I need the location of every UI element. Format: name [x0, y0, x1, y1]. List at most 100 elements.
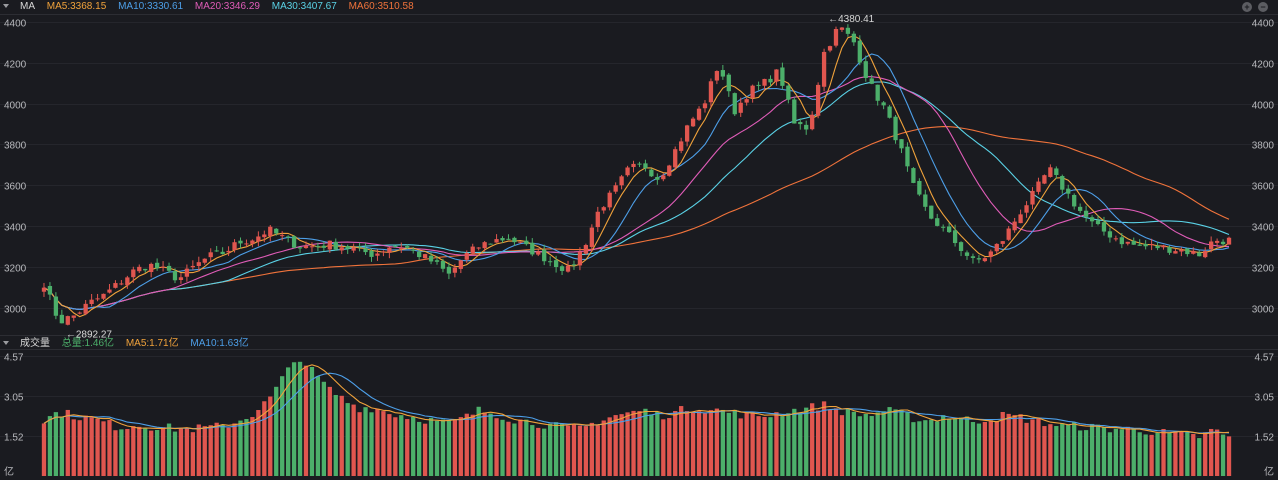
candle-body[interactable] — [518, 241, 523, 243]
candle-body[interactable] — [869, 78, 874, 84]
candle-body[interactable] — [935, 218, 940, 226]
volume-bar[interactable] — [280, 376, 285, 476]
candle-body[interactable] — [280, 235, 285, 237]
candle-body[interactable] — [107, 289, 112, 293]
candle-body[interactable] — [1072, 194, 1077, 207]
volume-bar[interactable] — [1060, 423, 1065, 476]
volume-bar[interactable] — [297, 361, 303, 476]
volume-bar[interactable] — [387, 414, 392, 476]
volume-bar[interactable] — [935, 421, 940, 476]
candle-body[interactable] — [1220, 241, 1226, 245]
volume-bar[interactable] — [369, 412, 374, 476]
volume-bar[interactable] — [810, 403, 815, 476]
volume-bar[interactable] — [1066, 424, 1071, 476]
candle-body[interactable] — [720, 70, 725, 77]
volume-bar[interactable] — [518, 419, 523, 476]
volume-bar[interactable] — [375, 408, 380, 476]
candle-body[interactable] — [845, 27, 851, 34]
candle-body[interactable] — [422, 254, 428, 259]
candle-body[interactable] — [1000, 241, 1005, 244]
candle-body[interactable] — [1161, 245, 1166, 248]
volume-bar[interactable] — [917, 421, 922, 476]
candle-body[interactable] — [405, 246, 410, 248]
volume-bar[interactable] — [160, 427, 166, 476]
candle-body[interactable] — [1125, 241, 1130, 244]
candle-body[interactable] — [673, 149, 678, 168]
candle-body[interactable] — [536, 251, 541, 255]
volume-bar[interactable] — [1042, 426, 1047, 476]
candle-body[interactable] — [238, 240, 243, 244]
volume-bar[interactable] — [565, 425, 571, 476]
candle-body[interactable] — [714, 71, 720, 81]
volume-bar[interactable] — [762, 416, 767, 476]
candle-body[interactable] — [369, 250, 374, 257]
volume-bar[interactable] — [464, 413, 469, 476]
candle-body[interactable] — [416, 251, 422, 258]
volume-bar[interactable] — [548, 423, 553, 476]
candle-body[interactable] — [1083, 210, 1089, 217]
volume-bar[interactable] — [226, 427, 231, 476]
candle-body[interactable] — [131, 269, 136, 278]
candle-body[interactable] — [303, 245, 309, 249]
volume-bar[interactable] — [262, 401, 267, 476]
candle-body[interactable] — [327, 240, 332, 250]
volume-bar[interactable] — [1089, 423, 1095, 476]
candle-body[interactable] — [154, 262, 160, 269]
volume-bar[interactable] — [452, 419, 458, 476]
candle-body[interactable] — [1060, 176, 1065, 190]
candle-body[interactable] — [458, 260, 463, 269]
volume-bar[interactable] — [1220, 434, 1226, 476]
volume-bar[interactable] — [530, 425, 535, 476]
candle-body[interactable] — [47, 285, 53, 295]
candle-body[interactable] — [208, 252, 213, 258]
candle-body[interactable] — [679, 141, 684, 151]
volume-dropdown-icon[interactable] — [3, 340, 9, 345]
candle-body[interactable] — [881, 102, 886, 106]
volume-bar[interactable] — [702, 413, 708, 476]
candle-body[interactable] — [1185, 248, 1190, 255]
candle-body[interactable] — [345, 246, 350, 249]
candle-body[interactable] — [768, 78, 773, 83]
volume-bar[interactable] — [149, 430, 154, 476]
volume-bar[interactable] — [125, 429, 130, 476]
candle-body[interactable] — [1024, 205, 1029, 213]
candle-body[interactable] — [833, 29, 839, 46]
volume-bar[interactable] — [268, 396, 273, 476]
volume-bar[interactable] — [774, 412, 779, 476]
candle-body[interactable] — [77, 312, 82, 314]
volume-bar[interactable] — [827, 409, 833, 476]
candle-body[interactable] — [726, 74, 731, 92]
candle-body[interactable] — [268, 226, 273, 237]
volume-bar[interactable] — [821, 401, 827, 476]
volume-bar[interactable] — [720, 409, 725, 476]
volume-bar[interactable] — [1119, 429, 1124, 476]
volume-bar[interactable] — [1149, 434, 1154, 476]
candle-body[interactable] — [196, 262, 201, 266]
candle-body[interactable] — [696, 108, 702, 120]
volume-bar[interactable] — [1107, 432, 1113, 476]
candle-body[interactable] — [1054, 168, 1059, 175]
volume-bar[interactable] — [184, 427, 190, 476]
candle-body[interactable] — [357, 246, 362, 248]
volume-bar[interactable] — [845, 408, 851, 476]
candle-body[interactable] — [506, 238, 511, 240]
volume-bar[interactable] — [143, 428, 148, 476]
candle-body[interactable] — [166, 265, 172, 271]
volume-bar[interactable] — [577, 425, 583, 476]
volume-bar[interactable] — [744, 412, 749, 476]
candle-body[interactable] — [732, 93, 737, 115]
candle-body[interactable] — [351, 247, 356, 251]
candle-body[interactable] — [958, 242, 964, 252]
volume-bar[interactable] — [893, 409, 898, 476]
volume-bar[interactable] — [684, 411, 690, 476]
candle-body[interactable] — [1030, 190, 1035, 205]
volume-bar[interactable] — [619, 414, 624, 476]
volume-bar[interactable] — [780, 416, 785, 476]
candle-body[interactable] — [577, 251, 583, 266]
volume-bar[interactable] — [315, 376, 321, 476]
volume-bar[interactable] — [422, 423, 428, 476]
candle-body[interactable] — [899, 139, 904, 149]
candle-body[interactable] — [226, 250, 231, 253]
candle-body[interactable] — [149, 263, 154, 273]
